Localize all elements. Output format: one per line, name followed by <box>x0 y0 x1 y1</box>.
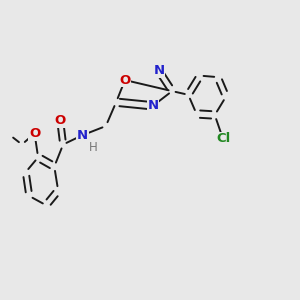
Text: O: O <box>55 114 66 127</box>
Text: N: N <box>147 99 158 112</box>
Text: O: O <box>119 74 130 87</box>
Text: H: H <box>89 141 98 154</box>
Text: O: O <box>29 127 40 140</box>
Text: N: N <box>153 64 164 77</box>
Text: N: N <box>77 129 88 142</box>
Text: Cl: Cl <box>216 133 230 146</box>
